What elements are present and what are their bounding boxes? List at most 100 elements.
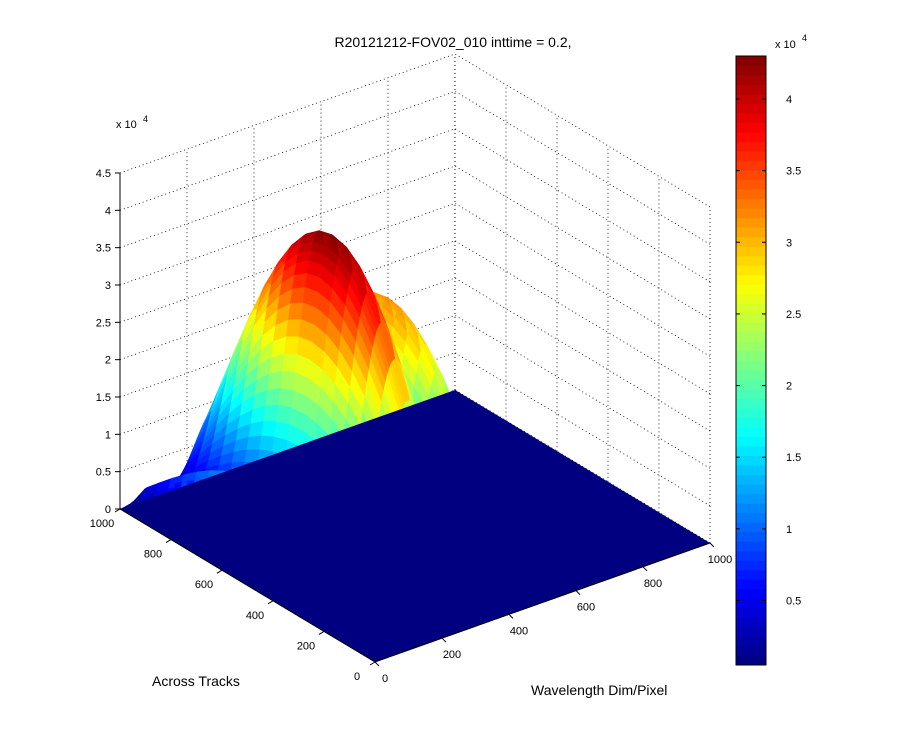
z-tick-label: 2.5 bbox=[96, 317, 111, 329]
surface-patch bbox=[284, 335, 300, 355]
surface-patch bbox=[282, 353, 298, 373]
colorbar-band bbox=[736, 208, 766, 219]
colorbar-band bbox=[736, 645, 766, 656]
colorbar-band bbox=[736, 56, 766, 66]
colorbar-tick-label: 2 bbox=[786, 381, 792, 393]
axis-lines bbox=[119, 173, 711, 663]
chart-title: R20121212-FOV02_010 inttime = 0.2, bbox=[335, 34, 572, 50]
colorbar-band bbox=[736, 160, 766, 171]
colorbar-band bbox=[736, 94, 766, 104]
grid-line bbox=[454, 352, 711, 507]
colorbar-ticks: 0.5 1 1.5 2 2.5 3 3.5 4 bbox=[736, 94, 801, 608]
grid-line bbox=[454, 90, 711, 245]
y-tick-mark bbox=[267, 600, 274, 605]
colorbar-band bbox=[736, 389, 766, 399]
colorbar-strip bbox=[736, 56, 766, 666]
x-tick-label: 400 bbox=[510, 625, 528, 637]
surface-patch bbox=[292, 272, 308, 289]
z-tick-label: 3 bbox=[105, 280, 111, 292]
surface-patch bbox=[246, 435, 262, 450]
colorbar-band bbox=[736, 227, 766, 238]
colorbar-tick-label: 4 bbox=[786, 94, 792, 106]
colorbar-band bbox=[736, 284, 766, 295]
surface-patch bbox=[286, 318, 302, 337]
colorbar-band bbox=[736, 379, 766, 390]
colorbar-band bbox=[736, 455, 766, 466]
colorbar-band bbox=[736, 398, 766, 409]
surface-patch bbox=[261, 420, 277, 437]
colorbar-band bbox=[736, 560, 766, 571]
grid-line bbox=[454, 202, 711, 357]
colorbar-band bbox=[736, 579, 766, 590]
grid-line bbox=[454, 53, 711, 208]
colorbar-band bbox=[736, 65, 766, 76]
y-tick-label: 200 bbox=[297, 640, 315, 652]
colorbar-band bbox=[736, 493, 766, 504]
colorbar-tick-label: 3 bbox=[786, 237, 792, 249]
x-tick-label: 600 bbox=[577, 602, 595, 614]
colorbar-band bbox=[736, 531, 766, 542]
colorbar-band bbox=[736, 331, 766, 342]
grid-line bbox=[454, 240, 711, 395]
y-tick-label: 800 bbox=[144, 549, 162, 561]
surface-patch bbox=[263, 404, 279, 422]
y-tick-label: 400 bbox=[246, 610, 264, 622]
surface-patch bbox=[267, 370, 283, 390]
surface-patch bbox=[259, 435, 275, 452]
colorbar-tick-label: 1 bbox=[786, 524, 792, 536]
colorbar-band bbox=[736, 569, 766, 580]
z-tick-label: 3.5 bbox=[96, 243, 111, 255]
z-tick-label: 1.5 bbox=[96, 392, 111, 404]
surface-patch bbox=[276, 404, 292, 425]
colorbar-band bbox=[736, 322, 766, 333]
colorbar-tick-label: 2.5 bbox=[786, 309, 801, 321]
colorbar-band bbox=[736, 75, 766, 85]
colorbar-band bbox=[736, 360, 766, 371]
grid-line bbox=[119, 128, 456, 249]
colorbar: 0.5 1 1.5 2 2.5 3 3.5 4 x 10 4 bbox=[735, 33, 807, 666]
colorbar-exponent: 4 bbox=[802, 33, 807, 43]
axis-line bbox=[119, 508, 376, 663]
surface-patch bbox=[265, 387, 281, 406]
y-tick-label: 600 bbox=[195, 579, 213, 591]
colorbar-band bbox=[736, 522, 766, 533]
y-tick-label: 1000 bbox=[90, 518, 114, 530]
colorbar-band bbox=[736, 484, 766, 495]
grid-line bbox=[454, 165, 711, 320]
y-tick-mark bbox=[318, 630, 325, 635]
colorbar-band bbox=[736, 274, 766, 285]
colorbar-band bbox=[736, 370, 766, 380]
colorbar-band bbox=[736, 198, 766, 209]
grid-line bbox=[454, 128, 711, 283]
colorbar-tick-label: 1.5 bbox=[786, 452, 801, 464]
colorbar-band bbox=[736, 350, 766, 361]
colorbar-multiplier: x 10 bbox=[775, 39, 796, 51]
x-axis-label: Wavelength Dim/Pixel bbox=[531, 682, 667, 698]
colorbar-band bbox=[736, 265, 766, 276]
colorbar-band bbox=[736, 103, 766, 114]
colorbar-band bbox=[736, 465, 766, 476]
colorbar-band bbox=[736, 550, 766, 561]
colorbar-band bbox=[736, 541, 766, 552]
colorbar-band bbox=[736, 408, 766, 418]
y-tick-mark bbox=[216, 569, 223, 574]
grid-line bbox=[454, 314, 711, 469]
colorbar-band bbox=[736, 293, 766, 304]
y-tick-label: 0 bbox=[354, 671, 360, 683]
x-tick-mark bbox=[642, 566, 648, 572]
colorbar-band bbox=[736, 141, 766, 152]
y-tick-mark bbox=[165, 539, 172, 544]
grid-line bbox=[119, 165, 456, 286]
z-tick-label: 0 bbox=[105, 504, 111, 516]
floor-plane bbox=[120, 390, 710, 662]
surface-patch bbox=[290, 286, 306, 304]
grid-line bbox=[454, 277, 711, 432]
colorbar-band bbox=[736, 588, 766, 599]
surface-patch bbox=[274, 420, 290, 441]
colorbar-band bbox=[736, 655, 766, 666]
colorbar-band bbox=[736, 217, 766, 228]
grid-line bbox=[119, 277, 456, 398]
colorbar-band bbox=[736, 189, 766, 200]
colorbar-band bbox=[736, 246, 766, 257]
z-tick-label: 4 bbox=[105, 205, 111, 217]
